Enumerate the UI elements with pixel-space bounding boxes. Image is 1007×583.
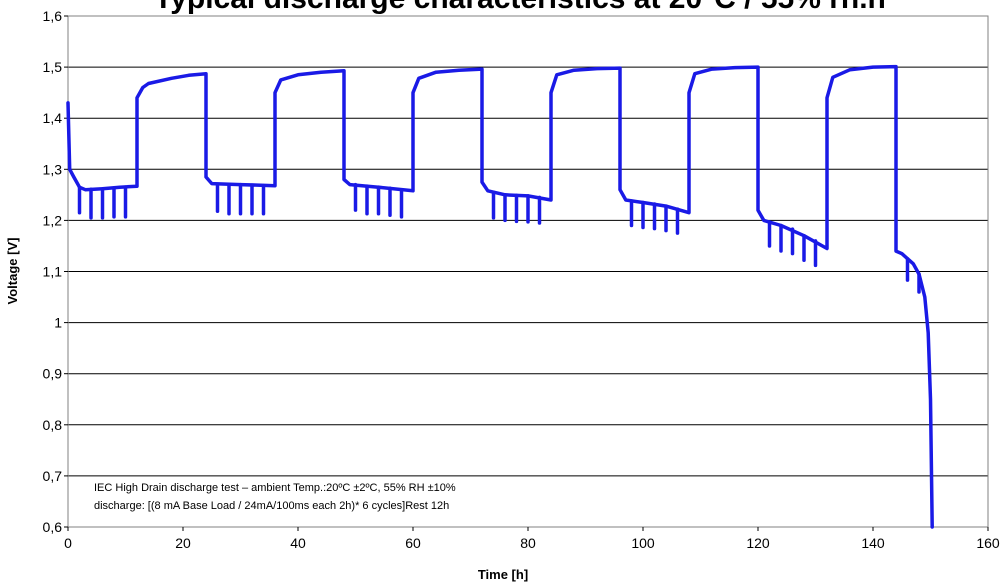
y-axis-ticks: 0,6 0,7 0,8 0,9 1 1,1 1,2 1,3 1,4 1,5 1,6 <box>43 8 68 535</box>
y-tick-label: 0,6 <box>43 519 63 535</box>
y-tick-label: 1 <box>54 315 62 331</box>
y-tick-label: 0,8 <box>43 417 63 433</box>
x-tick-label: 20 <box>175 535 191 551</box>
x-tick-label: 80 <box>520 535 536 551</box>
series-layer <box>66 64 934 529</box>
x-tick-label: 160 <box>976 535 1000 551</box>
x-tick-label: 100 <box>631 535 655 551</box>
x-axis-ticks: 0 20 40 60 80 100 120 140 160 <box>64 527 1000 551</box>
y-tick-label: 1,3 <box>43 161 63 177</box>
x-tick-label: 60 <box>405 535 421 551</box>
x-axis-title: Time [h] <box>478 567 528 582</box>
chart-title: Typical discharge characteristics at 20°… <box>154 0 886 15</box>
annotation-line-2: discharge: [(8 mA Base Load / 24mA/100ms… <box>94 500 449 512</box>
x-tick-label: 120 <box>746 535 770 551</box>
y-tick-label: 1,1 <box>43 264 63 280</box>
y-tick-label: 0,7 <box>43 468 63 484</box>
y-axis-title: Voltage [V] <box>5 238 20 305</box>
x-tick-label: 40 <box>290 535 306 551</box>
series-line <box>66 64 934 529</box>
y-tick-label: 1,2 <box>43 212 63 228</box>
y-tick-label: 1,4 <box>43 110 63 126</box>
annotation-line-1: IEC High Drain discharge test – ambient … <box>94 482 456 494</box>
y-tick-label: 0,9 <box>43 366 63 382</box>
x-tick-label: 0 <box>64 535 72 551</box>
y-tick-label: 1,6 <box>43 8 63 24</box>
x-tick-label: 140 <box>861 535 885 551</box>
y-tick-label: 1,5 <box>43 59 63 75</box>
